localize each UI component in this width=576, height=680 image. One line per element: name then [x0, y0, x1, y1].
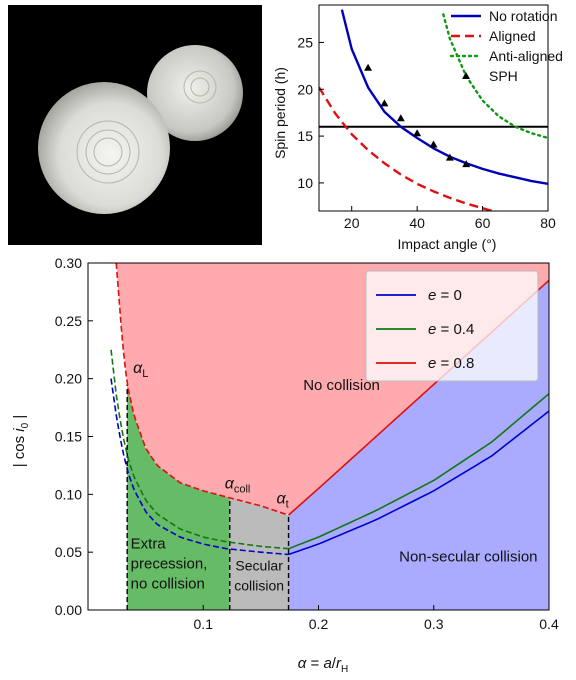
x-tick-label: 60: [475, 215, 491, 231]
sph-point: [462, 160, 471, 168]
label-secular: collision: [234, 578, 284, 594]
sph-point: [445, 153, 454, 161]
curve-solid-e1: [288, 393, 549, 550]
alpha-subscript: t: [286, 499, 289, 511]
crater-rings-icon: [76, 70, 217, 184]
curve-dashed-e2: [115, 263, 289, 516]
y-tick-label: 25: [297, 34, 313, 50]
sph-point: [364, 63, 373, 71]
legend-label: Anti-aligned: [489, 48, 563, 64]
series-aligned: [319, 86, 497, 211]
top-legend: No rotation Aligned Anti-aligned SPH: [449, 8, 563, 84]
legend-marker-sph: [462, 72, 470, 79]
alpha-label-L: αL: [133, 360, 148, 380]
region-extra-precession: [127, 384, 230, 610]
x-tick-label: 80: [540, 215, 556, 231]
alpha-symbol: α: [133, 360, 143, 377]
spin-period-chart: 20 40 60 80 10 15 20 25 No rotation Aligned Anti-a…: [272, 4, 563, 252]
y-tick-label: 0.15: [55, 429, 82, 445]
y-tick-label: 0.10: [55, 486, 82, 502]
y-tick-label: 0.25: [55, 313, 82, 329]
y-tick-label: 0.30: [55, 258, 82, 271]
top-ylabel: Spin period (h): [272, 67, 288, 159]
legend-val: = 0.4: [436, 321, 474, 338]
alpha-subscript: coll: [234, 484, 251, 496]
legend-label: e = 0.8: [428, 355, 474, 372]
label-extra-precession: Extra: [131, 536, 167, 553]
label-extra-precession: no collision: [131, 576, 205, 593]
collision-regime-chart: 0.1 0.2 0.3 0.4 0.00 0.05 0.10 0.15 0.20 0.25 0.30…: [11, 258, 559, 675]
alpha-label-coll: αcoll: [225, 476, 251, 496]
label-non-secular: Non-secular collision: [399, 548, 537, 565]
y-tick-label: 20: [297, 81, 313, 97]
x-tick-label: 0.1: [194, 616, 214, 632]
legend-var: e: [428, 287, 436, 304]
x-tick-label: 0.3: [424, 616, 444, 632]
sph-point: [396, 114, 405, 122]
curve-dashed-e0: [110, 378, 289, 556]
legend-label: Aligned: [489, 28, 536, 44]
bottom-xlabel: α = a/rH: [298, 655, 348, 675]
x-tick-label: 40: [409, 215, 425, 231]
bottom-ylabel: | cos i0 |: [11, 415, 31, 468]
legend-label: e = 0.4: [428, 321, 474, 338]
sph-point: [413, 129, 422, 137]
alpha-symbol: α: [225, 476, 235, 493]
y-tick-label: 0.05: [55, 544, 82, 560]
contact-binary-render: [8, 5, 262, 245]
y-tick-label: 0.00: [55, 602, 82, 618]
x-tick-label: 20: [344, 215, 360, 231]
alpha-symbol: α: [277, 491, 287, 508]
sph-point: [380, 99, 389, 107]
curve-solid-e0: [288, 410, 549, 556]
y-tick-label: 15: [297, 128, 313, 144]
y-tick-label: 0.20: [55, 371, 82, 387]
top-series-group: [319, 9, 548, 211]
label-secular: Secular: [235, 558, 283, 574]
legend-label: SPH: [489, 68, 518, 84]
small-lobe: [147, 45, 243, 141]
top-plot-area: 20 40 60 80 10 15 20 25 No rotation Aligned Anti-a…: [297, 4, 563, 231]
top-xlabel: Impact angle (°): [398, 236, 497, 252]
x-tick-label: 0.4: [539, 616, 559, 632]
top-plot-frame: [318, 4, 549, 212]
legend-box: [365, 270, 539, 382]
curve-dashed-e1: [110, 349, 289, 550]
bottom-plot-area: 0.1 0.2 0.3 0.4 0.00 0.05 0.10 0.15 0.20 0.25 0.30…: [55, 258, 559, 632]
x-tick-label: 0.2: [309, 616, 329, 632]
large-lobe: [38, 82, 170, 214]
legend-label: e = 0: [428, 287, 462, 304]
sph-point: [429, 140, 438, 148]
alpha-label-t: αt: [277, 491, 289, 511]
alpha-subscript: L: [142, 368, 148, 380]
y-tick-label: 10: [297, 175, 313, 191]
series-anti-aligned: [442, 13, 548, 140]
legend-val: = 0.8: [436, 355, 474, 372]
region-secular: [229, 497, 289, 610]
label-extra-precession: precession,: [131, 556, 208, 573]
legend-var: e: [428, 321, 436, 338]
bottom-legend: e = 0e = 0.4e = 0.8: [365, 270, 539, 382]
series-no-rotation: [340, 9, 548, 186]
legend-var: e: [428, 355, 436, 372]
label-no-collision: No collision: [303, 377, 380, 394]
legend-label: No rotation: [489, 8, 557, 24]
legend-val: = 0: [436, 287, 461, 304]
